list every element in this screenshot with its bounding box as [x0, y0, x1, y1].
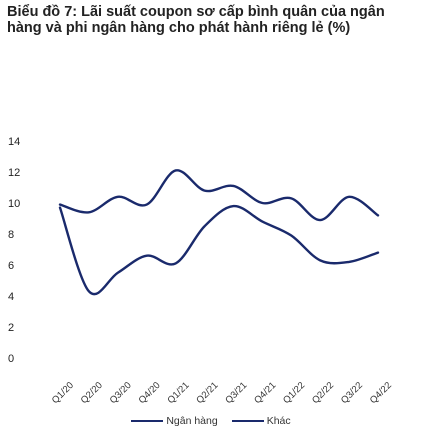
y-tick-label: 6	[8, 260, 14, 272]
legend-item-other: Khác	[231, 415, 291, 427]
x-axis: Q1/20 Q2/20 Q3/20 Q4/20 Q1/21 Q2/21 Q3/21 Q4/21…	[50, 380, 394, 406]
y-tick-label: 8	[8, 229, 14, 241]
x-tick-label: Q4/22	[368, 380, 394, 406]
x-tick-label: Q4/21	[252, 380, 278, 406]
legend-label-other: Khác	[266, 415, 291, 427]
series-line-other	[58, 169, 380, 222]
legend-label-bank: Ngân hàng	[166, 415, 218, 427]
legend-item-bank: Ngân hàng	[131, 415, 218, 427]
y-tick-label: 0	[8, 353, 14, 365]
x-tick-label: Q2/21	[194, 380, 220, 406]
series-line-bank	[58, 204, 380, 296]
legend-swatch-bank	[131, 420, 164, 422]
y-tick-label: 10	[8, 198, 20, 210]
x-tick-label: Q1/21	[165, 380, 191, 406]
legend-swatch-other	[231, 420, 264, 422]
x-tick-label: Q2/22	[310, 380, 336, 406]
x-tick-label: Q2/20	[79, 380, 105, 406]
x-tick-label: Q1/20	[50, 380, 76, 406]
y-tick-label: 4	[8, 291, 14, 303]
x-tick-label: Q3/20	[108, 380, 134, 406]
plot-area	[58, 169, 380, 296]
y-axis: 0 2 4 6 8 10 12 14	[8, 136, 20, 365]
legend: Ngân hàng Khác	[0, 415, 422, 427]
y-tick-label: 14	[8, 136, 20, 148]
chart-title: Biểu đồ 7: Lãi suất coupon sơ cấp bình q…	[7, 4, 385, 36]
x-tick-label: Q1/22	[281, 380, 307, 406]
y-tick-label: 12	[8, 167, 20, 179]
y-tick-label: 2	[8, 322, 14, 334]
x-tick-label: Q3/22	[339, 380, 365, 406]
x-tick-label: Q3/21	[223, 380, 249, 406]
x-tick-label: Q4/20	[137, 380, 163, 406]
